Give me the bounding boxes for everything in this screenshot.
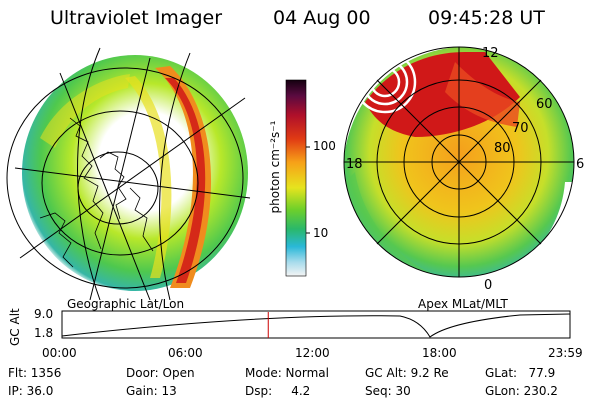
info-glon: GLon: 230.2 — [485, 384, 558, 398]
timeline-xtick-0600: 06:00 — [168, 346, 203, 360]
polar-mlt-plot — [343, 46, 575, 278]
lat-label-60: 60 — [536, 97, 553, 112]
image-time: 09:45:28 UT — [428, 7, 545, 29]
lat-label-80: 80 — [494, 141, 511, 156]
timeline-xtick-0000: 00:00 — [42, 346, 77, 360]
timeline-ytick-bottom: 1.8 — [34, 326, 54, 340]
timeline-xtick-2359: 23:59 — [548, 346, 583, 360]
mlt-label-6: 6 — [576, 157, 585, 172]
lat-label-70: 70 — [512, 121, 529, 136]
mlt-label-12: 12 — [482, 46, 499, 61]
info-door: Door: Open — [126, 366, 195, 380]
timeline-xtick-1800: 18:00 — [422, 346, 457, 360]
info-gain: Gain: 13 — [126, 384, 177, 398]
colorbar-tick-10: 10 — [313, 226, 329, 240]
info-seq: Seq: 30 — [365, 384, 411, 398]
geographic-aurora-image — [6, 47, 251, 300]
image-date: 04 Aug 00 — [273, 7, 371, 29]
apex-label: Apex MLat/MLT — [418, 297, 508, 311]
colorbar — [285, 79, 310, 277]
timeline-xtick-1200: 12:00 — [295, 346, 330, 360]
info-ip: IP: 36.0 — [8, 384, 54, 398]
geographic-label: Geographic Lat/Lon — [67, 297, 185, 311]
info-mode: Mode: Normal — [245, 366, 329, 380]
info-dsp: Dsp: 4.2 — [245, 384, 311, 398]
info-flt: Flt: 1356 — [8, 366, 62, 380]
mlt-label-18: 18 — [346, 157, 363, 172]
timeline-ytick-top: 9.0 — [34, 307, 54, 321]
altitude-timeline — [61, 310, 571, 339]
mlt-label-0: 0 — [484, 278, 493, 293]
timeline-ylabel: GC Alt — [8, 308, 22, 346]
info-gcalt: GC Alt: 9.2 Re — [365, 366, 449, 380]
instrument-title: Ultraviolet Imager — [50, 7, 223, 29]
info-glat: GLat: 77.9 — [485, 366, 556, 380]
colorbar-tick-100: 100 — [313, 139, 336, 153]
colorbar-label: photon cm⁻²s⁻¹ — [268, 120, 282, 214]
